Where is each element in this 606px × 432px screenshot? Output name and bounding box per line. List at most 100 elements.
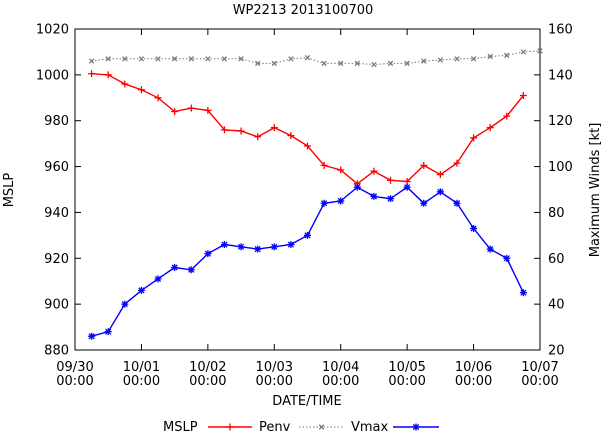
plot-frame: [74, 28, 541, 351]
data-point-penv: [404, 60, 410, 67]
series-vmax: [88, 183, 527, 340]
data-point-mslp: [453, 159, 461, 167]
y-tick-label: 1020: [36, 23, 69, 38]
data-point-vmax: [287, 241, 295, 249]
data-point-mslp: [470, 134, 478, 142]
series-line-penv: [91, 50, 541, 66]
data-point-penv: [254, 60, 261, 67]
series-line-vmax: [91, 186, 525, 337]
y-axis-title: MSLP: [2, 173, 17, 208]
data-point-mslp: [270, 124, 278, 132]
data-point-penv: [437, 57, 444, 63]
data-point-mslp: [370, 167, 378, 175]
x-tick-label-time: 00:00: [388, 374, 425, 389]
data-point-mslp: [121, 80, 129, 88]
x-axis-tick-labels: 09/3000:0010/0100:0010/0200:0010/0300:00…: [56, 360, 558, 389]
y-tick-label: 900: [44, 298, 69, 313]
data-point-penv: [238, 56, 244, 62]
legend-sample-mslp: [208, 423, 252, 431]
legend-sample-penv: [299, 424, 344, 430]
data-point-mslp: [88, 70, 96, 78]
data-point-penv: [105, 56, 111, 62]
series-line-mslp: [91, 73, 524, 185]
data-point-penv: [338, 60, 344, 67]
legend-item-vmax: Vmax: [351, 420, 389, 432]
data-point-penv: [321, 60, 327, 67]
data-point-mslp: [486, 124, 494, 132]
data-point-vmax: [121, 300, 129, 308]
y-tick-label: 940: [44, 206, 69, 221]
data-point-mslp: [436, 171, 444, 179]
data-point-vmax: [254, 245, 262, 253]
data-point-penv: [371, 61, 377, 68]
data-point-mslp: [187, 104, 195, 112]
data-point-vmax: [453, 199, 461, 207]
series-layer: [88, 48, 543, 340]
y2-axis-tick-labels: 20 40 60 80 100 120 140 160: [548, 23, 573, 359]
data-point-mslp: [337, 166, 345, 174]
data-point-vmax: [436, 188, 444, 196]
x-tick-label-time: 00:00: [123, 374, 160, 389]
data-point-vmax: [486, 245, 494, 253]
data-point-penv: [520, 49, 527, 55]
data-point-penv: [387, 60, 394, 67]
y2-tick-label: 140: [548, 68, 573, 83]
data-point-mslp: [104, 71, 112, 79]
x-tick-label-date: 10/02: [189, 360, 226, 375]
data-point-penv: [537, 48, 543, 54]
data-point-mslp: [220, 126, 228, 134]
data-point-penv: [288, 56, 294, 62]
data-point-vmax: [304, 231, 311, 239]
x-tick-label-time: 00:00: [256, 374, 293, 389]
data-point-mslp: [137, 86, 145, 94]
y-tick-label: 960: [44, 160, 69, 175]
x-tick-label-date: 09/30: [56, 360, 93, 375]
y2-tick-label: 20: [548, 344, 565, 359]
data-point-penv: [470, 56, 477, 62]
x-tick-label-date: 10/05: [388, 360, 425, 375]
x-tick-label-time: 00:00: [56, 374, 93, 389]
data-point-penv: [205, 56, 211, 62]
y2-tick-label: 80: [548, 206, 565, 221]
data-point-mslp: [254, 133, 262, 141]
plot-area: [74, 28, 543, 351]
data-point-vmax: [171, 263, 179, 271]
series-penv: [88, 48, 543, 68]
x-axis-title: DATE/TIME: [272, 394, 341, 409]
y-tick-label: 980: [44, 114, 69, 129]
data-point-vmax: [137, 286, 145, 294]
legend: MSLP Penv Vmax: [163, 420, 439, 432]
y-tick-label: 880: [44, 344, 69, 359]
data-point-vmax: [88, 332, 96, 340]
legend-item-penv: Penv: [259, 420, 291, 432]
x-tick-label-date: 10/04: [322, 360, 359, 375]
data-point-vmax: [320, 199, 328, 207]
y-tick-label: 1000: [36, 68, 69, 83]
data-point-penv: [221, 56, 228, 62]
chart-title: WP2213 2013100700: [233, 3, 374, 18]
data-point-mslp: [171, 108, 179, 116]
series-mslp: [88, 70, 527, 188]
data-point-penv: [271, 60, 277, 67]
data-point-vmax: [270, 243, 278, 251]
x-tick-label-date: 10/06: [455, 360, 492, 375]
data-point-mslp: [420, 161, 428, 169]
x-tick-label-date: 10/01: [123, 360, 160, 375]
data-point-vmax: [503, 254, 511, 262]
x-tick-label-time: 00:00: [322, 374, 359, 389]
x-tick-label-time: 00:00: [521, 374, 558, 389]
y2-tick-label: 120: [548, 114, 573, 129]
data-point-vmax: [387, 195, 395, 203]
axis-ticks: [74, 28, 541, 351]
data-point-penv: [421, 58, 427, 64]
data-point-vmax: [154, 275, 162, 283]
data-point-vmax: [204, 250, 212, 258]
data-point-penv: [138, 56, 145, 62]
data-point-vmax: [353, 183, 361, 191]
legend-item-mslp: MSLP: [163, 420, 198, 432]
data-point-penv: [171, 56, 178, 62]
data-point-mslp: [204, 106, 212, 114]
data-point-mslp: [154, 94, 162, 102]
legend-label: Vmax: [351, 420, 389, 432]
